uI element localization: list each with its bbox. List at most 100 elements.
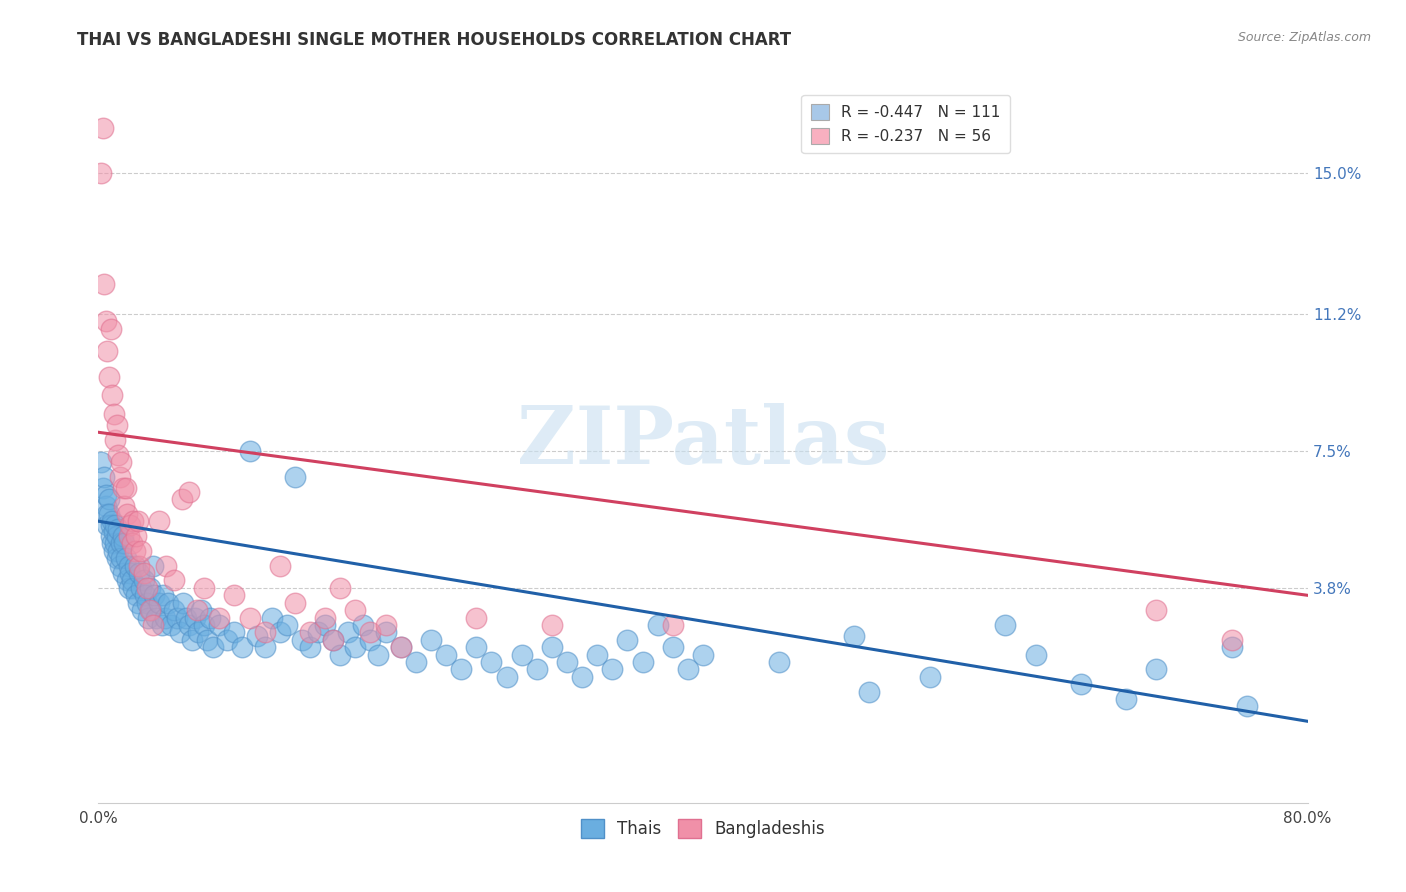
Point bbox=[118, 581, 141, 595]
Point bbox=[160, 618, 183, 632]
Point bbox=[179, 618, 201, 632]
Point bbox=[100, 321, 122, 335]
Point bbox=[1144, 662, 1167, 676]
Point bbox=[253, 640, 276, 655]
Point bbox=[98, 491, 121, 506]
Point bbox=[352, 618, 374, 632]
Text: THAI VS BANGLADESHI SINGLE MOTHER HOUSEHOLDS CORRELATION CHART: THAI VS BANGLADESHI SINGLE MOTHER HOUSEH… bbox=[77, 31, 792, 49]
Point bbox=[179, 484, 201, 499]
Point bbox=[434, 648, 457, 662]
Point bbox=[114, 551, 136, 566]
Point bbox=[329, 648, 352, 662]
Point bbox=[661, 640, 683, 655]
Point bbox=[134, 588, 156, 602]
Point bbox=[125, 588, 148, 602]
Point bbox=[994, 618, 1017, 632]
Point bbox=[1070, 677, 1092, 691]
Point bbox=[465, 610, 488, 624]
Point bbox=[107, 448, 129, 462]
Point bbox=[269, 558, 291, 573]
Point bbox=[103, 407, 125, 421]
Point bbox=[555, 655, 578, 669]
Point bbox=[94, 500, 117, 514]
Point bbox=[107, 544, 129, 558]
Point bbox=[360, 632, 382, 647]
Text: ZIPatlas: ZIPatlas bbox=[517, 402, 889, 481]
Point bbox=[336, 625, 359, 640]
Point bbox=[128, 558, 150, 573]
Point bbox=[150, 618, 173, 632]
Point bbox=[128, 566, 150, 580]
Point bbox=[208, 610, 231, 624]
Point bbox=[139, 581, 162, 595]
Point bbox=[360, 625, 382, 640]
Point bbox=[661, 618, 683, 632]
Point bbox=[112, 500, 135, 514]
Point bbox=[239, 443, 262, 458]
Point bbox=[153, 610, 176, 624]
Point bbox=[170, 491, 193, 506]
Point bbox=[141, 603, 163, 617]
Point bbox=[142, 558, 165, 573]
Point bbox=[184, 610, 207, 624]
Point bbox=[299, 625, 322, 640]
Point bbox=[115, 574, 138, 588]
Point bbox=[110, 455, 132, 469]
Point bbox=[647, 618, 669, 632]
Point bbox=[91, 481, 114, 495]
Point bbox=[93, 469, 115, 483]
Point bbox=[110, 551, 132, 566]
Point bbox=[135, 596, 157, 610]
Point bbox=[93, 277, 115, 291]
Point bbox=[224, 588, 246, 602]
Point bbox=[101, 388, 124, 402]
Point bbox=[103, 525, 125, 540]
Point bbox=[120, 517, 142, 532]
Point bbox=[124, 544, 146, 558]
Point bbox=[163, 603, 186, 617]
Point bbox=[918, 670, 941, 684]
Point bbox=[91, 121, 114, 136]
Point bbox=[174, 610, 197, 624]
Point bbox=[166, 610, 188, 624]
Point bbox=[111, 566, 134, 580]
Point bbox=[121, 536, 143, 550]
Point bbox=[103, 544, 125, 558]
Point bbox=[246, 629, 269, 643]
Point bbox=[125, 529, 148, 543]
Point bbox=[100, 529, 122, 543]
Point bbox=[111, 529, 134, 543]
Point bbox=[131, 603, 153, 617]
Point bbox=[262, 610, 284, 624]
Point bbox=[122, 581, 145, 595]
Point bbox=[94, 314, 117, 328]
Point bbox=[195, 632, 218, 647]
Point bbox=[124, 558, 146, 573]
Point bbox=[307, 625, 329, 640]
Point bbox=[208, 618, 231, 632]
Point bbox=[586, 648, 609, 662]
Point bbox=[202, 640, 225, 655]
Point bbox=[1220, 632, 1243, 647]
Point bbox=[1144, 603, 1167, 617]
Point bbox=[90, 455, 112, 469]
Point bbox=[224, 625, 246, 640]
Point bbox=[127, 596, 149, 610]
Point bbox=[1115, 692, 1137, 706]
Point bbox=[276, 618, 298, 632]
Point bbox=[155, 558, 177, 573]
Point bbox=[101, 514, 124, 528]
Point bbox=[239, 610, 262, 624]
Point bbox=[143, 588, 166, 602]
Point bbox=[367, 648, 389, 662]
Point bbox=[692, 648, 714, 662]
Point bbox=[120, 566, 142, 580]
Point bbox=[676, 662, 699, 676]
Point bbox=[98, 507, 121, 521]
Point bbox=[322, 632, 344, 647]
Point bbox=[540, 618, 562, 632]
Point bbox=[169, 625, 191, 640]
Point bbox=[200, 610, 222, 624]
Point bbox=[132, 566, 155, 580]
Point bbox=[193, 581, 215, 595]
